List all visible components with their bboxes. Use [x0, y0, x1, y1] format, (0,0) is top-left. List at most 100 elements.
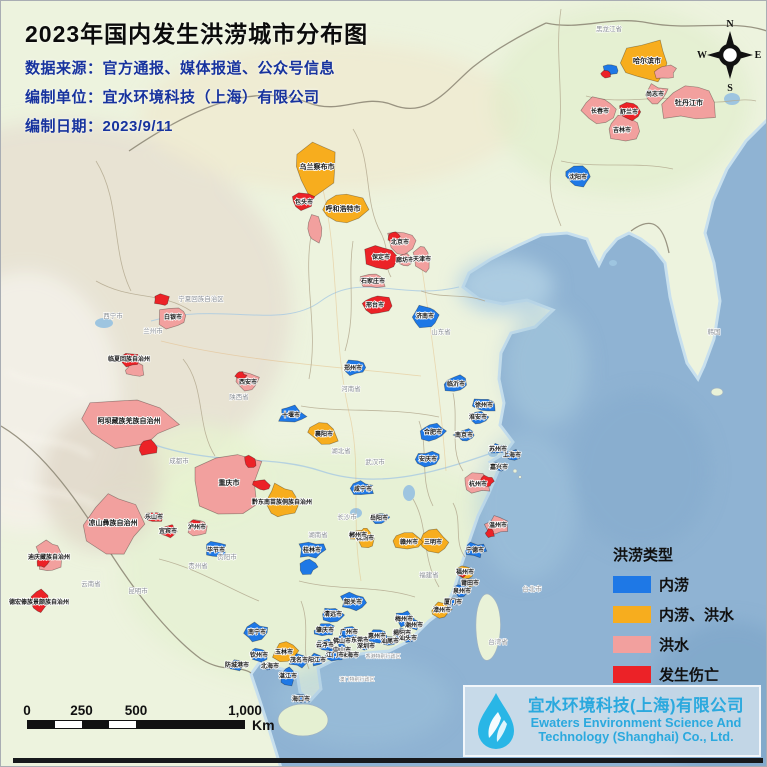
basemap-label: 长沙市: [337, 512, 357, 521]
region-北海市: [262, 662, 278, 671]
legend-swatch: [613, 636, 651, 653]
region-label: 深圳市: [357, 642, 375, 650]
region-label: 汕尾市: [381, 637, 399, 645]
region-region-hunan-blue: [299, 558, 319, 575]
legend-item-3: 发生伤亡: [613, 664, 763, 685]
region-湛江市: [280, 666, 297, 687]
basemap-label: 韩国: [708, 327, 721, 336]
water-drop-icon: [478, 693, 514, 749]
region-label: 佛山市: [332, 637, 351, 645]
region-江门市: [325, 648, 344, 662]
region-德宏傣族景颇族自治州: [30, 588, 49, 614]
region-label: 南宁市: [248, 628, 266, 636]
region-label: 德宏傣族景颇族自治州: [8, 598, 69, 606]
region-label: 岳阳市: [370, 514, 388, 522]
region-region-fuzhou-red: [457, 570, 467, 579]
region-防城港市: [227, 659, 248, 672]
national-borders: [1, 20, 766, 674]
region-label: 郴州市: [349, 531, 367, 539]
region-牡丹江市: [661, 85, 716, 120]
region-济南市: [411, 304, 440, 329]
basemap-label: 黑龙江省: [596, 24, 623, 33]
scale-tick: 500: [124, 703, 148, 718]
region-上海市: [504, 449, 521, 461]
scale-tick: 1,000: [228, 703, 262, 718]
compass-w-label: W: [697, 50, 707, 61]
region-label: 保定市: [371, 253, 390, 261]
region-舒兰市: [619, 102, 642, 122]
region-label: 泸州市: [188, 523, 206, 531]
region-南宁市: [243, 621, 268, 643]
region-毕节市: [205, 541, 227, 558]
region-沈阳市: [565, 165, 591, 188]
basemap-label: 云南省: [81, 579, 101, 588]
region-region-gansu-red: [154, 293, 170, 306]
region-石家庄市: [359, 273, 386, 288]
region-赣州市: [392, 532, 424, 550]
region-珠海市: [344, 650, 356, 659]
region-尚志市: [645, 83, 669, 105]
region-label: 北京市: [391, 238, 409, 246]
region-郑州市: [344, 359, 367, 377]
region-广州市: [341, 626, 358, 638]
basemap-label: 台北市: [522, 584, 542, 593]
region-label: 宁德市: [466, 546, 484, 554]
region-label: 十堰市: [282, 411, 300, 419]
company-name-cn: 宜水环境科技(上海)有限公司: [528, 696, 744, 715]
region-label: 吉林市: [613, 126, 631, 134]
scale-segment: [28, 721, 55, 728]
scale-bar: 0 250 500 1,000 Km: [23, 703, 274, 733]
region-襄阳市: [307, 422, 339, 445]
region-label: 北海市: [261, 662, 279, 670]
region-label: 郑州市: [344, 364, 362, 372]
region-label: 漳州市: [433, 606, 451, 614]
region-region-diqing-red: [36, 555, 50, 568]
basemap-label: 台湾省: [488, 637, 508, 646]
region-泉州市: [452, 584, 469, 598]
islands: [277, 387, 724, 737]
region-label: 西安市: [239, 378, 257, 386]
region-云浮市: [315, 638, 332, 651]
region-海口市: [292, 694, 311, 703]
region-label: 湛江市: [279, 672, 297, 680]
scale-bar-ticks: 0 250 500 1,000: [23, 703, 262, 720]
region-茂名市: [288, 652, 309, 669]
region-厦门市: [446, 597, 461, 606]
region-label: 厦门市: [444, 598, 462, 606]
region-label: 梅州市: [395, 615, 413, 623]
basemap-label: 贵阳市: [217, 552, 237, 561]
legend-item-0: 内涝: [613, 574, 763, 595]
basemap-label: 西宁市: [103, 311, 123, 320]
region-韶关市: [340, 591, 368, 612]
basemap-label: 陕西省: [229, 392, 249, 401]
region-label: 赣州市: [400, 538, 418, 546]
scale-segment: [82, 721, 109, 728]
region-label: 清远市: [324, 610, 342, 618]
region-黔东南苗族侗族自治州: [265, 482, 300, 518]
region-label: 重庆市: [219, 478, 240, 487]
region-咸宁市: [349, 480, 374, 495]
region-天津市: [412, 246, 430, 273]
region-label: 邢台市: [365, 301, 384, 309]
region-label: 白银市: [164, 313, 182, 321]
region-呼和浩特市: [322, 193, 370, 224]
legend-item-2: 洪水: [613, 634, 763, 655]
region-label: 毕节市: [207, 546, 225, 554]
region-label: 沈阳市: [569, 173, 587, 181]
region-label: 呼和浩特市: [326, 204, 361, 213]
region-label: 福州市: [455, 568, 474, 576]
region-凉山彝族自治州: [82, 493, 146, 555]
region-region-sichuan-red: [139, 439, 158, 456]
region-label: 株洲市: [356, 534, 374, 542]
taiwan-island: [475, 593, 501, 661]
region-宁德市: [465, 541, 488, 559]
region-label: 舒兰市: [620, 108, 638, 116]
legend-label: 发生伤亡: [659, 667, 720, 684]
region-label: 东莞市: [351, 636, 369, 644]
legend: 洪涝类型 内涝 内涝、洪水 洪水 发生伤亡: [613, 544, 763, 685]
region-惠州市: [368, 629, 388, 644]
region-label: 黔东南苗族侗族自治州: [252, 498, 312, 506]
region-岳阳市: [371, 513, 391, 525]
